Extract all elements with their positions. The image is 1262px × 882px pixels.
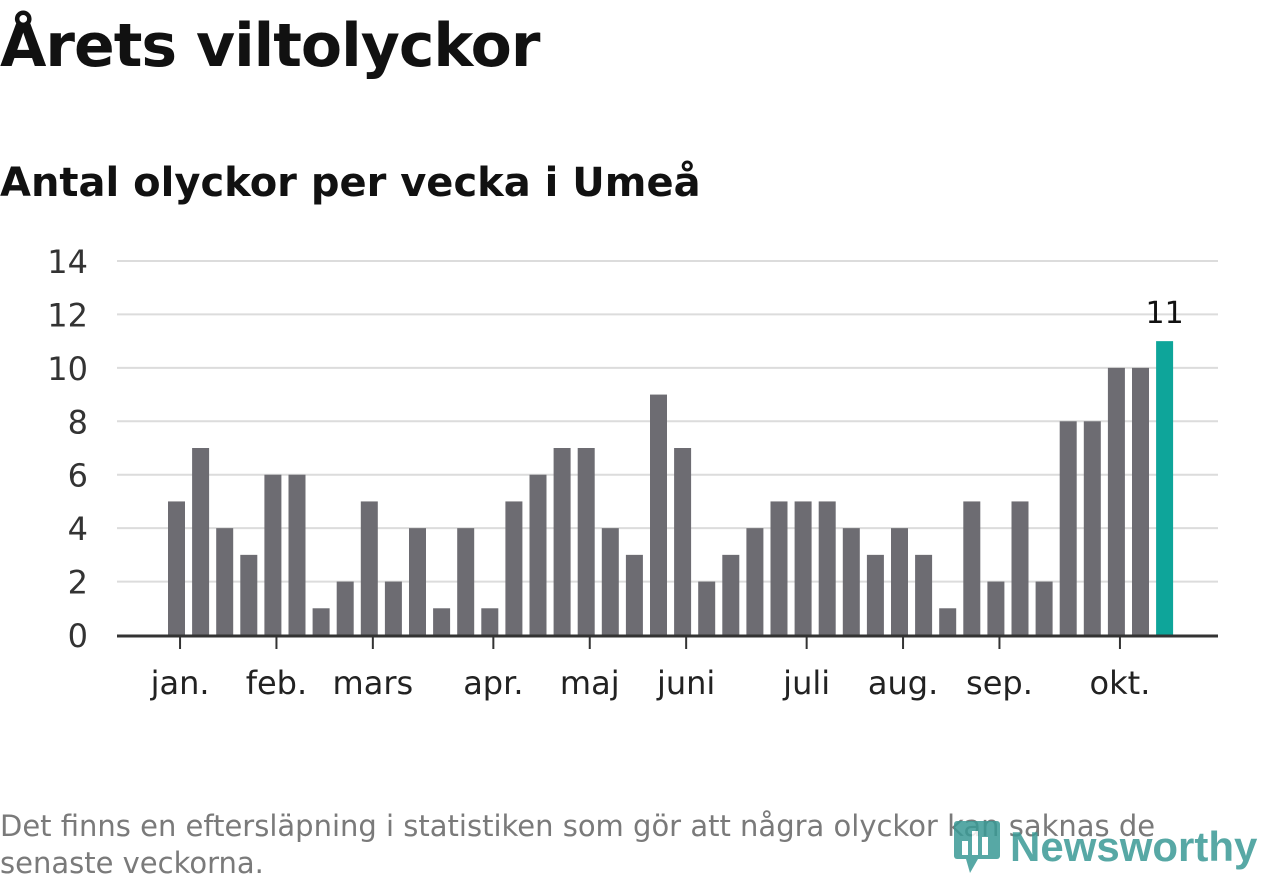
- bar: [987, 581, 1005, 635]
- y-tick-label: 0: [68, 617, 88, 655]
- bar: [891, 528, 908, 635]
- x-tick-label: apr.: [463, 664, 523, 702]
- bar: [842, 528, 860, 635]
- bar: [336, 581, 354, 635]
- bar: [1011, 501, 1029, 635]
- bar: [746, 528, 764, 635]
- y-tick-label: 2: [68, 564, 88, 602]
- x-tick-label: aug.: [868, 664, 938, 702]
- bar: [818, 501, 836, 635]
- chart-subtitle: Antal olyckor per vecka i Umeå: [0, 160, 701, 206]
- newsworthy-logo: Newsworthy: [952, 816, 1257, 878]
- bar: [457, 528, 475, 635]
- bar: [674, 448, 692, 635]
- x-tick-label: maj: [560, 664, 620, 702]
- bar: [505, 501, 523, 635]
- x-tick-label: sep.: [966, 664, 1033, 702]
- bar: [553, 448, 571, 635]
- y-tick-label: 6: [68, 457, 88, 495]
- bar: [409, 528, 426, 635]
- bar-highlight: [1156, 341, 1174, 635]
- bar: [625, 554, 643, 635]
- bar: [264, 474, 282, 635]
- bar: [1083, 421, 1101, 635]
- bar: [650, 394, 667, 635]
- y-tick-label: 10: [47, 350, 88, 388]
- bar: [866, 554, 884, 635]
- bar: [794, 501, 812, 635]
- bar: [1132, 367, 1149, 635]
- bar: [192, 448, 210, 635]
- bar: [577, 448, 595, 635]
- bar: [770, 501, 788, 635]
- x-tick-label: juli: [782, 664, 830, 702]
- brand-name: Newsworthy: [1010, 823, 1258, 870]
- y-tick-label: 12: [47, 296, 88, 334]
- bar: [240, 554, 258, 635]
- bar: [384, 581, 402, 635]
- x-tick-label: jan.: [150, 664, 210, 702]
- bar: [216, 528, 234, 635]
- bar: [1035, 581, 1053, 635]
- bar: [915, 554, 933, 635]
- bar: [963, 501, 981, 635]
- y-tick-label: 8: [68, 403, 88, 441]
- bar: [722, 554, 740, 635]
- bar: [939, 608, 957, 635]
- x-tick-label: juni: [656, 664, 715, 702]
- bar: [288, 474, 306, 635]
- bar: [168, 501, 185, 635]
- x-tick-label: mars: [333, 664, 414, 702]
- bar: [1107, 367, 1125, 635]
- x-tick-label: feb.: [246, 664, 307, 702]
- y-tick-label: 14: [47, 243, 88, 281]
- x-tick-label: okt.: [1090, 664, 1151, 702]
- newsworthy-logo-icon: [954, 821, 1000, 873]
- bar: [312, 608, 330, 635]
- bar: [698, 581, 716, 635]
- bar: [529, 474, 547, 635]
- bar: [360, 501, 378, 635]
- bar: [1059, 421, 1077, 635]
- chart-title: Årets viltolyckor: [0, 11, 540, 81]
- y-tick-label: 4: [68, 510, 88, 548]
- bar: [433, 608, 451, 635]
- bar: [481, 608, 499, 635]
- data-label: 11: [1146, 296, 1184, 331]
- bar: [601, 528, 619, 635]
